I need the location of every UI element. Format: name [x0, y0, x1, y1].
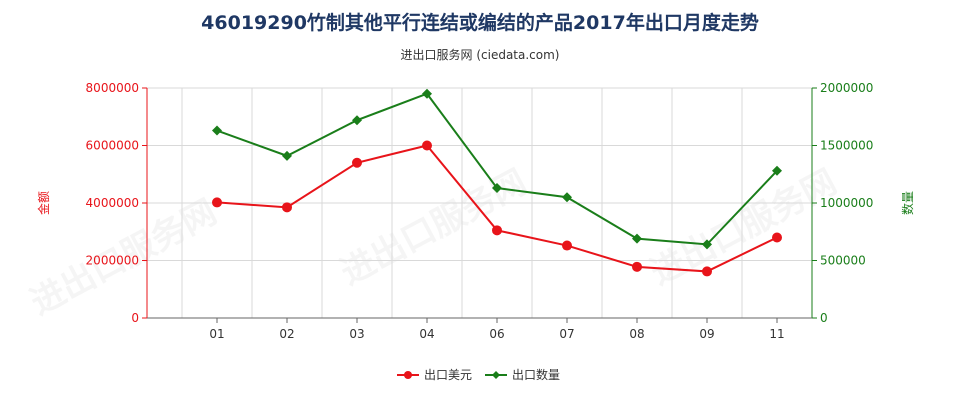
- x-tick-label: 11: [769, 327, 784, 341]
- y-axis-title-right: 数量: [900, 191, 915, 215]
- data-point-quantity: [772, 165, 782, 176]
- data-point-usd: [492, 225, 502, 236]
- x-tick-label: 04: [419, 327, 434, 341]
- x-tick-label: 06: [489, 327, 504, 341]
- data-point-quantity: [212, 125, 222, 136]
- y-tick-label-left: 0: [131, 311, 139, 325]
- x-tick-label: 01: [209, 327, 224, 341]
- data-point-usd: [632, 261, 642, 272]
- data-point-quantity: [282, 150, 292, 161]
- y-tick-label-left: 2000000: [86, 254, 139, 268]
- series-line-2: [216, 92, 778, 246]
- y-tick-label-left: 4000000: [86, 196, 139, 210]
- y-tick-label-right: 1500000: [820, 139, 873, 153]
- chart-subtitle: 进出口服务网 (ciedata.com): [400, 48, 560, 62]
- data-point-quantity: [352, 115, 362, 126]
- y-tick-label-right: 0: [820, 311, 828, 325]
- data-point-quantity: [422, 88, 432, 99]
- x-tick-label: 07: [559, 327, 574, 341]
- legend-label-2: 出口数量: [512, 367, 560, 382]
- data-point-usd: [282, 202, 292, 213]
- x-tick-label: 03: [349, 327, 364, 341]
- data-point-quantity: [702, 239, 712, 250]
- data-point-quantity: [632, 233, 642, 244]
- legend-marker-quantity: [492, 371, 500, 379]
- legend-marker-usd: [404, 371, 412, 379]
- data-point-usd: [772, 232, 782, 243]
- data-point-usd: [422, 140, 432, 151]
- data-point-usd: [352, 157, 362, 168]
- x-tick-label: 09: [699, 327, 714, 341]
- data-point-usd: [562, 240, 572, 251]
- data-point-quantity: [492, 183, 502, 194]
- data-point-quantity: [562, 192, 572, 203]
- y-tick-label-right: 1000000: [820, 196, 873, 210]
- legend-label-1: 出口美元: [424, 368, 472, 382]
- x-tick-label: 08: [629, 327, 644, 341]
- y-tick-label-right: 500000: [820, 254, 866, 268]
- y-tick-label-left: 6000000: [86, 139, 139, 153]
- y-axis-title-left: 金额: [36, 191, 51, 215]
- data-point-usd: [212, 197, 222, 208]
- data-point-usd: [702, 266, 712, 277]
- series-line-1: [216, 144, 778, 273]
- chart-title: 46019290竹制其他平行连结或编结的产品2017年出口月度走势: [201, 12, 759, 34]
- x-tick-label: 02: [279, 327, 294, 341]
- y-tick-label-left: 8000000: [86, 81, 139, 95]
- y-tick-label-right: 2000000: [820, 81, 873, 95]
